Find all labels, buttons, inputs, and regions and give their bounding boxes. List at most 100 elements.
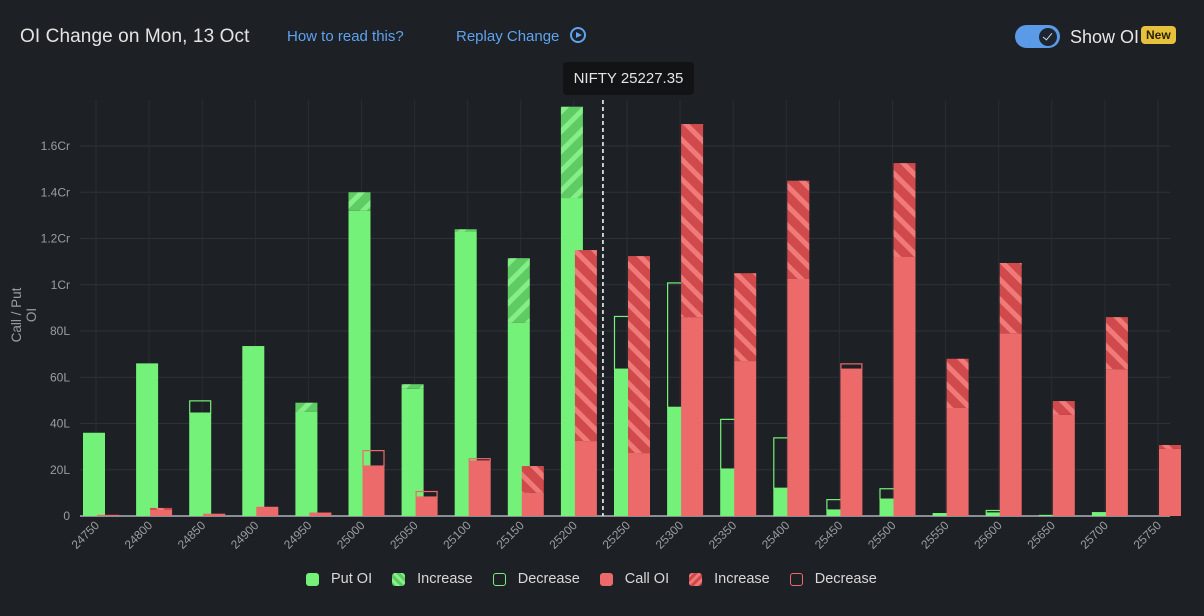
chart-header: OI Change on Mon, 13 Oct How to read thi… bbox=[0, 0, 1204, 70]
call-oi-increase bbox=[787, 180, 810, 279]
put-bar bbox=[295, 402, 318, 516]
legend-item-put-inc[interactable]: Increase bbox=[392, 571, 473, 587]
page-title: OI Change on Mon, 13 Oct bbox=[20, 26, 250, 47]
call-oi-increase bbox=[1159, 445, 1181, 449]
show-oi-toggle[interactable] bbox=[1015, 25, 1060, 48]
call-bar bbox=[203, 513, 226, 516]
call-oi-base bbox=[1052, 414, 1075, 516]
call-oi-base bbox=[840, 369, 863, 516]
call-bar bbox=[681, 124, 704, 516]
legend-item-call[interactable]: Call OI bbox=[599, 571, 670, 587]
spot-tooltip: NIFTY 25227.35 bbox=[563, 62, 694, 95]
call-oi-base bbox=[97, 514, 119, 516]
put-oi-base bbox=[136, 363, 159, 516]
put-oi-increase bbox=[560, 106, 583, 199]
call-oi-increase bbox=[521, 466, 544, 493]
put-oi-base bbox=[401, 388, 424, 516]
call-oi-decrease bbox=[468, 458, 491, 462]
call-bar bbox=[1159, 445, 1181, 516]
put-oi-increase bbox=[454, 229, 477, 232]
how-to-read-link[interactable]: How to read this? bbox=[287, 28, 404, 45]
call-bar bbox=[1052, 401, 1075, 516]
call-bar bbox=[256, 506, 279, 516]
call-oi-increase bbox=[150, 507, 173, 510]
play-circle-icon[interactable] bbox=[570, 27, 586, 43]
put-bar bbox=[136, 363, 159, 516]
x-tick-label: 25300 bbox=[653, 518, 687, 552]
put-oi-base bbox=[242, 346, 265, 516]
call-oi-base bbox=[893, 257, 916, 516]
legend-swatch-put-icon bbox=[306, 572, 319, 586]
put-bar bbox=[401, 384, 424, 516]
put-oi-increase bbox=[295, 402, 318, 412]
legend-item-put[interactable]: Put OI bbox=[306, 571, 372, 587]
x-tick-label: 25500 bbox=[865, 518, 899, 552]
legend-swatch-put-dec-icon bbox=[492, 572, 506, 586]
put-oi-base bbox=[189, 413, 212, 516]
call-oi-increase bbox=[1052, 401, 1075, 415]
x-tick-label: 24750 bbox=[69, 518, 103, 552]
call-oi-base bbox=[787, 278, 810, 516]
call-oi-base bbox=[309, 512, 332, 516]
call-bar bbox=[840, 363, 863, 516]
y-tick-label: 1Cr bbox=[51, 278, 70, 292]
put-bar bbox=[454, 229, 477, 516]
legend-item-call-inc[interactable]: Increase bbox=[689, 571, 770, 587]
call-oi-decrease bbox=[840, 363, 863, 370]
y-tick-label: 0 bbox=[63, 509, 70, 523]
y-tick-label: 1.6Cr bbox=[41, 139, 70, 153]
put-oi-base bbox=[985, 512, 1008, 516]
x-tick-label: 24850 bbox=[175, 518, 209, 552]
x-tick-label: 25600 bbox=[971, 518, 1005, 552]
call-bar bbox=[97, 514, 119, 516]
oi-chart: 0 20L 40L 60L 80L 1Cr 1.2Cr 1.4Cr 1.6Cr 24750 248… bbox=[41, 100, 1181, 552]
put-oi-base bbox=[83, 432, 105, 516]
put-bar bbox=[1091, 512, 1114, 516]
call-oi-base bbox=[999, 333, 1022, 516]
call-bar bbox=[309, 512, 332, 516]
put-oi-base bbox=[1038, 514, 1061, 516]
x-tick-label: 25050 bbox=[387, 518, 421, 552]
x-tick-label: 25200 bbox=[547, 518, 581, 552]
put-bar bbox=[1038, 514, 1061, 516]
call-oi-base bbox=[1159, 448, 1181, 516]
call-bar bbox=[468, 458, 491, 516]
put-oi-base bbox=[932, 512, 955, 516]
call-oi-base bbox=[468, 460, 491, 516]
call-oi-increase bbox=[1105, 317, 1128, 370]
call-oi-base bbox=[203, 513, 226, 516]
call-oi-increase bbox=[999, 263, 1022, 334]
y-tick-label: 80L bbox=[50, 324, 70, 338]
call-oi-increase bbox=[681, 124, 704, 318]
legend-label: Decrease bbox=[517, 571, 580, 587]
call-oi-base bbox=[946, 408, 969, 516]
put-oi-base bbox=[348, 210, 371, 516]
call-bar bbox=[628, 256, 650, 516]
x-tick-label: 25400 bbox=[759, 518, 793, 552]
replay-change-link[interactable]: Replay Change bbox=[456, 28, 560, 45]
legend-swatch-put-inc-icon bbox=[392, 572, 406, 586]
call-oi-increase bbox=[734, 273, 757, 362]
legend-label: Call OI bbox=[624, 571, 670, 587]
legend-label: Put OI bbox=[331, 571, 373, 587]
call-oi-decrease bbox=[362, 449, 385, 467]
put-bar bbox=[932, 512, 955, 516]
legend-swatch-call-icon bbox=[599, 572, 613, 586]
put-oi-increase bbox=[507, 258, 530, 323]
legend-item-call-dec[interactable]: Decrease bbox=[789, 571, 877, 587]
x-tick-label: 25450 bbox=[812, 518, 846, 552]
call-oi-base bbox=[628, 453, 650, 516]
call-bar bbox=[787, 180, 810, 516]
call-oi-increase bbox=[946, 358, 969, 409]
call-bar bbox=[521, 466, 544, 516]
put-oi-base bbox=[826, 509, 849, 516]
call-oi-base bbox=[362, 466, 385, 516]
y-axis-ticks: 0 20L 40L 60L 80L 1Cr 1.2Cr 1.4Cr 1.6Cr bbox=[41, 139, 71, 523]
call-bar bbox=[893, 163, 916, 516]
bars bbox=[83, 106, 1181, 516]
call-bar bbox=[415, 490, 438, 516]
legend-swatch-call-inc-icon bbox=[689, 572, 703, 586]
legend-item-put-dec[interactable]: Decrease bbox=[492, 571, 580, 587]
x-tick-label: 24900 bbox=[228, 518, 262, 552]
show-oi-label: Show OI bbox=[1070, 27, 1140, 47]
